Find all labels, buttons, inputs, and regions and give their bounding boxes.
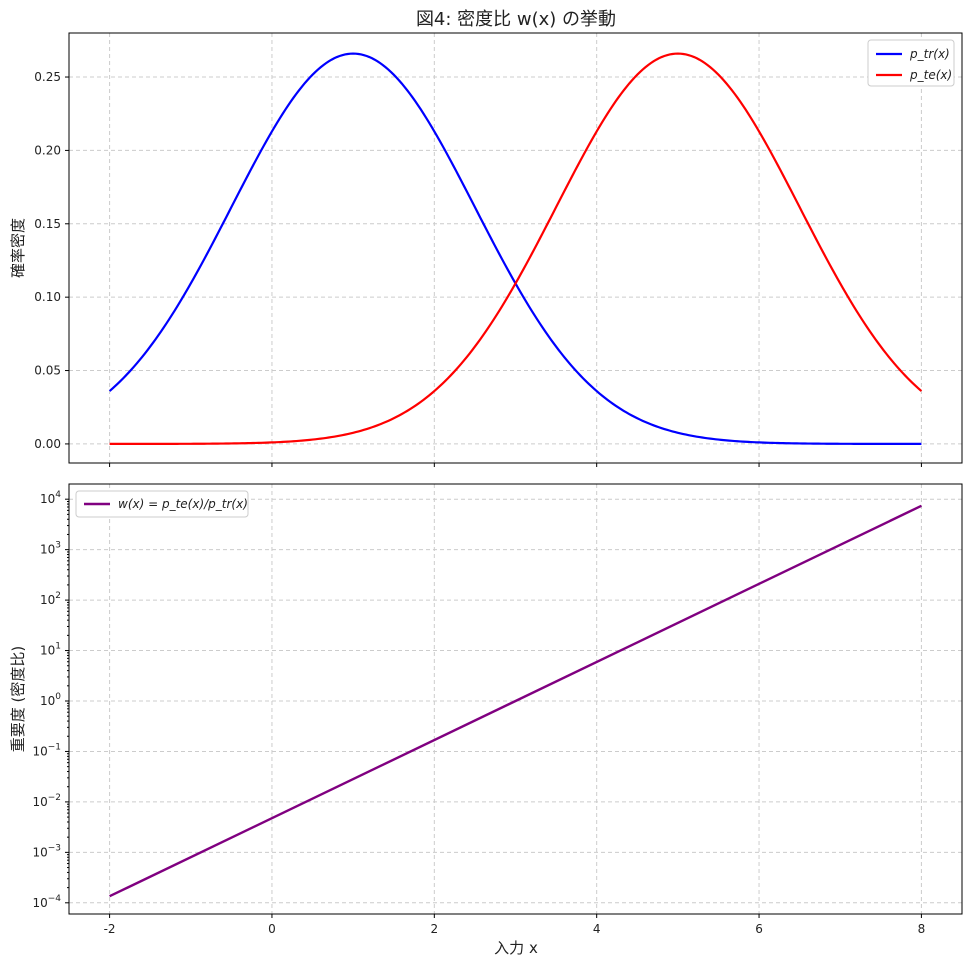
p-tr-line <box>108 52 922 446</box>
ratio-y-tick-label: 10−3 <box>32 843 61 859</box>
ratio-x-tick-label: 2 <box>430 922 438 936</box>
x-axis-label: 入力 x <box>494 939 538 957</box>
density-x-ticks <box>109 463 922 467</box>
density-series <box>108 52 923 446</box>
ratio-x-ticks: -2 0 2 4 6 8 <box>104 914 926 936</box>
density-grid <box>69 33 962 463</box>
density-y-tick-label: 0.25 <box>34 70 61 84</box>
ratio-y-tick-label: 100 <box>40 692 61 708</box>
ratio-y-tick-label: 104 <box>40 490 61 506</box>
density-y-tick-label: 0.05 <box>34 364 61 378</box>
ratio-x-tick-label: 4 <box>593 922 601 936</box>
ratio-axes-frame <box>68 483 963 915</box>
ratio-y-ticks: 10−4 10−3 10−2 10−1 100 101 102 103 104 <box>32 490 69 910</box>
ratio-y-tick-label: 10−2 <box>32 793 61 809</box>
w-ratio-line <box>109 504 922 898</box>
ratio-legend-label: w(x) = p_te(x)/p_tr(x) <box>118 497 248 511</box>
density-y-label: 確率密度 <box>9 218 27 278</box>
density-axes-frame <box>68 32 963 464</box>
density-panel: 0.000.050.100.150.200.25 確率密度 p_tr(x)p_t… <box>9 32 963 467</box>
ratio-y-tick-label: 102 <box>40 591 61 607</box>
ratio-x-tick-label: -2 <box>104 922 116 936</box>
ratio-x-tick-label: 6 <box>755 922 763 936</box>
density-y-tick-label: 0.10 <box>34 290 61 304</box>
ratio-x-tick-label: 0 <box>268 922 276 936</box>
p-te-line <box>109 52 923 446</box>
ratio-grid <box>69 484 962 914</box>
density-legend: p_tr(x) p_te(x) <box>867 39 955 87</box>
ratio-legend-box <box>75 490 249 518</box>
ratio-series <box>109 504 922 898</box>
density-y-tick-label: 0.20 <box>34 143 61 157</box>
density-y-tick-label: 0.15 <box>34 217 61 231</box>
ratio-y-tick-label: 10−4 <box>32 894 61 910</box>
ratio-legend: w(x) = p_te(x)/p_tr(x) <box>75 490 249 518</box>
ratio-y-tick-label: 10−1 <box>32 742 61 758</box>
density-y-tick-label: 0.00 <box>34 437 61 451</box>
density-legend-label: p_tr(x) <box>909 47 950 61</box>
ratio-y-tick-label: 101 <box>40 642 61 658</box>
figure-title: 図4: 密度比 w(x) の挙動 <box>416 9 616 30</box>
density-legend-label: p_te(x) <box>909 68 952 82</box>
ratio-y-tick-label: 103 <box>40 541 61 557</box>
ratio-x-tick-label: 8 <box>918 922 926 936</box>
ratio-y-label: 重要度 (密度比) <box>9 646 27 752</box>
density-y-ticks: 0.00 0.05 0.10 0.15 0.20 0.25 <box>34 70 69 451</box>
